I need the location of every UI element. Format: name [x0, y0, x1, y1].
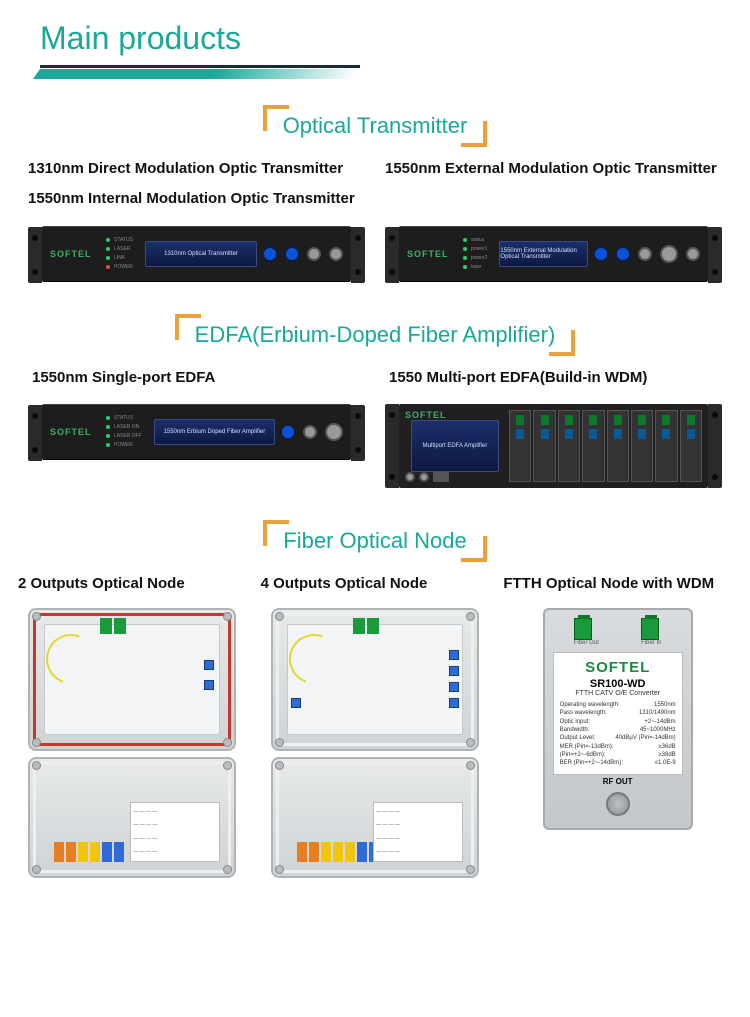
title-underline: [40, 65, 360, 79]
controls: [594, 245, 700, 263]
page-header: Main products: [0, 0, 750, 79]
port-label: Fiber In: [641, 640, 661, 646]
node-2out-label: 2 Outputs Optical Node: [18, 574, 247, 596]
section-heading-label: EDFA(Erbium-Doped Fiber Amplifier): [195, 322, 556, 347]
ftth-brand: SOFTEL: [560, 659, 676, 676]
edfa-slot: [680, 410, 702, 482]
port-icon: [303, 425, 317, 439]
port-icon: [325, 423, 343, 441]
mgmt-port-icon: [419, 472, 429, 482]
controls: [263, 247, 343, 261]
edfa-slot: [655, 410, 677, 482]
section-heading-fiber-node: Fiber Optical Node: [0, 522, 750, 560]
ftth-label-plate: SOFTEL SR100-WD FTTH CATV O/E Converter …: [553, 652, 683, 775]
port-icon: [204, 680, 214, 690]
nav-button: [281, 425, 295, 439]
lcd-display: 1550nm External Modulation Optical Trans…: [499, 241, 588, 267]
ot-right-label: 1550nm External Modulation Optic Transmi…: [385, 159, 722, 179]
edfa-slot: [533, 410, 555, 482]
spec-label-sheet: — — — —— — — —— — — —— — — —: [130, 802, 220, 862]
port-icon: [204, 660, 214, 670]
nav-button: [263, 247, 277, 261]
rf-port-icon: [307, 247, 321, 261]
ethernet-port-icon: [433, 472, 449, 482]
device-brand: SOFTEL: [407, 249, 457, 259]
device-4output-node: — — — —— — — —— — — —— — — —: [271, 608, 479, 878]
node-4out-label: 4 Outputs Optical Node: [261, 574, 490, 596]
led-stack: STATUS LASER LINK POWER: [106, 237, 133, 270]
sc-connector-icon: [574, 618, 592, 640]
nav-button: [594, 247, 608, 261]
section-heading-optical-transmitter: Optical Transmitter: [0, 107, 750, 145]
edfa-slot: [631, 410, 653, 482]
edfa-slot: [607, 410, 629, 482]
fiber-node-row: 2 Outputs Optical Node — — — —— — — —— —…: [0, 574, 750, 878]
ftth-spec-table: Operating wavelength:1550nm Pass wavelen…: [560, 701, 676, 768]
section-heading-edfa: EDFA(Erbium-Doped Fiber Amplifier): [0, 316, 750, 354]
device-2output-node: — — — —— — — —— — — —— — — —: [28, 608, 236, 878]
controls: [281, 423, 343, 441]
optical-transmitter-devices-row: SOFTEL STATUS LASER LINK POWER 1310nm Op…: [0, 220, 750, 288]
device-brand: SOFTEL: [50, 249, 100, 259]
sc-connector-icon: [641, 618, 659, 640]
mgmt-port-icon: [405, 472, 415, 482]
edfa-left-label: 1550nm Single-port EDFA: [28, 368, 365, 388]
optical-transmitter-labels-row: 1310nm Direct Modulation Optic Transmitt…: [0, 159, 750, 220]
port-icon: [686, 247, 700, 261]
led-stack: STATUS LASER ON LASER OFF POWER: [106, 415, 142, 448]
port-icon: [449, 666, 459, 676]
ftth-model: SR100-WD: [560, 678, 676, 690]
rf-out-label: RF OUT: [553, 777, 683, 786]
port-label: Fiber Out: [574, 640, 599, 646]
ftth-subtitle: FTTH CATV O/E Converter: [560, 690, 676, 697]
edfa-slots: [509, 410, 702, 482]
port-icon: [291, 698, 301, 708]
lcd-display: 1310nm Optical Transmitter: [145, 241, 257, 267]
edfa-slot: [558, 410, 580, 482]
nav-button: [616, 247, 630, 261]
device-brand: SOFTEL: [50, 427, 100, 437]
port-icon: [449, 698, 459, 708]
device-multiport-edfa: SOFTEL Multiport EDFA Amplifier: [399, 404, 708, 488]
device-single-edfa: SOFTEL STATUS LASER ON LASER OFF POWER 1…: [42, 404, 351, 460]
port-icon: [449, 682, 459, 692]
section-heading-label: Optical Transmitter: [283, 113, 468, 138]
lcd-display: Multiport EDFA Amplifier: [411, 420, 499, 472]
page-title: Main products: [40, 20, 750, 57]
ot-left-label-1: 1310nm Direct Modulation Optic Transmitt…: [28, 159, 365, 179]
rf-port-icon: [606, 792, 630, 816]
edfa-devices-row: SOFTEL STATUS LASER ON LASER OFF POWER 1…: [0, 398, 750, 494]
device-1310-transmitter: SOFTEL STATUS LASER LINK POWER 1310nm Op…: [42, 226, 351, 282]
node-ftth-label: FTTH Optical Node with WDM: [503, 574, 732, 596]
terminal-block: [54, 842, 124, 862]
edfa-right-label: 1550 Multi-port EDFA(Build-in WDM): [385, 368, 722, 388]
section-heading-label: Fiber Optical Node: [283, 528, 466, 553]
port-icon: [660, 245, 678, 263]
device-1550-ext-transmitter: SOFTEL status power1 power2 laser 1550nm…: [399, 226, 708, 282]
led-stack: status power1 power2 laser: [463, 237, 487, 270]
device-brand: SOFTEL: [405, 410, 455, 420]
lcd-display: 1550nm Erbium Doped Fiber Amplifier: [154, 419, 275, 445]
terminal-block: [297, 842, 379, 862]
port-icon: [449, 650, 459, 660]
edfa-slot: [509, 410, 531, 482]
nav-button: [285, 247, 299, 261]
edfa-slot: [582, 410, 604, 482]
spec-label-sheet: — — — —— — — —— — — —— — — —: [373, 802, 463, 862]
edfa-labels-row: 1550nm Single-port EDFA 1550 Multi-port …: [0, 368, 750, 398]
port-icon: [638, 247, 652, 261]
rf-port-icon: [329, 247, 343, 261]
device-ftth-node: Fiber Out Fiber In SOFTEL SR100-WD FTTH …: [543, 608, 693, 830]
ot-left-label-2: 1550nm Internal Modulation Optic Transmi…: [28, 189, 365, 209]
